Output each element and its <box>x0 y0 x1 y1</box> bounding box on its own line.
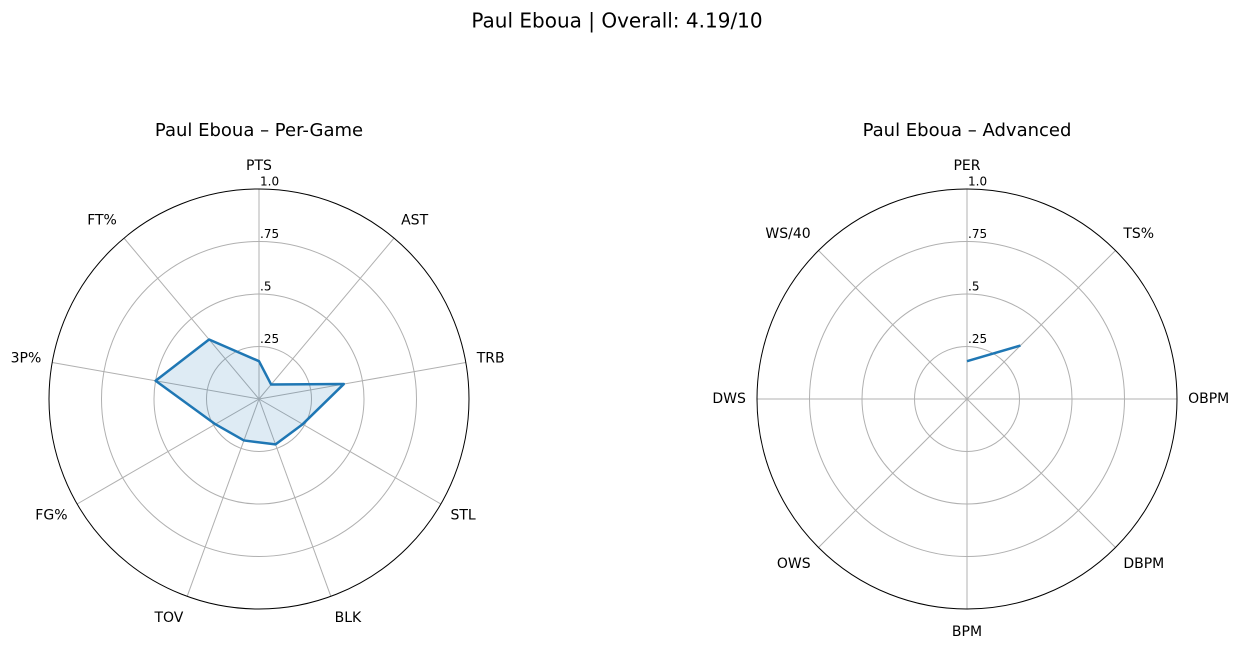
r-tick-label: .5 <box>260 280 271 294</box>
grid-ring <box>861 293 1073 505</box>
radar-line <box>966 344 1021 363</box>
category-label: TRB <box>476 351 505 367</box>
category-label: OWS <box>777 556 811 572</box>
grid-ring <box>101 241 417 557</box>
category-label: DWS <box>712 391 746 407</box>
category-label: AST <box>401 212 428 228</box>
grid-ring <box>809 241 1125 557</box>
r-tick-label: .25 <box>968 332 987 346</box>
category-label: 3P% <box>11 351 42 367</box>
category-label: DBPM <box>1123 556 1164 572</box>
grid-ring <box>914 346 1020 452</box>
outer-ring <box>48 188 470 610</box>
category-label: PER <box>953 158 980 174</box>
category-label: FG% <box>35 508 67 524</box>
category-label: TS% <box>1122 226 1154 242</box>
category-label: OBPM <box>1188 391 1229 407</box>
r-tick-label: .5 <box>968 280 979 294</box>
category-label: TOV <box>153 610 183 626</box>
category-label: BPM <box>952 624 982 640</box>
chart-title: Paul Eboua – Advanced <box>863 120 1072 141</box>
category-label: STL <box>450 508 475 524</box>
category-label: FT% <box>87 212 117 228</box>
grid-ring <box>153 293 365 505</box>
r-tick-label: 1.0 <box>260 175 279 189</box>
chart-title: Paul Eboua – Per-Game <box>155 120 363 141</box>
category-label: PTS <box>246 158 272 174</box>
r-tick-label: .75 <box>260 227 279 241</box>
radar-area <box>155 339 344 445</box>
category-label: BLK <box>335 610 362 626</box>
grid-ring <box>206 346 312 452</box>
r-tick-label: .75 <box>968 227 987 241</box>
radar-line <box>154 338 346 446</box>
outer-ring <box>756 188 1178 610</box>
r-tick-label: .25 <box>260 332 279 346</box>
figure-title: Paul Eboua | Overall: 4.19/10 <box>471 9 762 33</box>
category-label: WS/40 <box>765 226 810 242</box>
r-tick-label: 1.0 <box>968 175 987 189</box>
